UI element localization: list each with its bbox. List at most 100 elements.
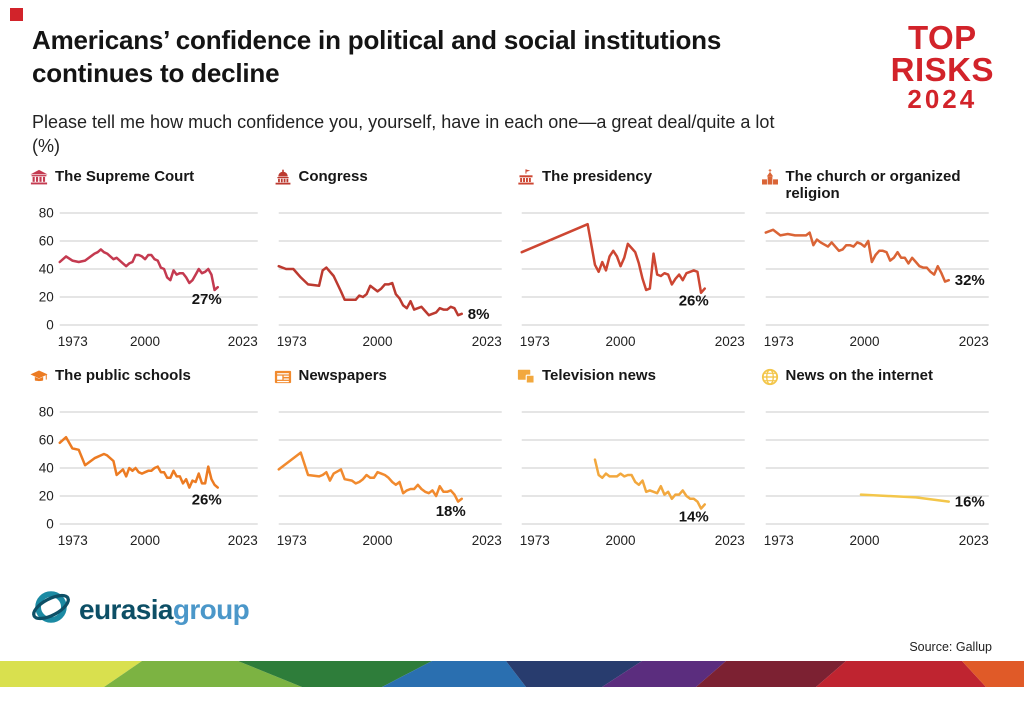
chart-newspapers: Newspapers 18% 1973 2000 2023 [274, 367, 508, 554]
chart-title: Congress [298, 168, 368, 185]
chart-plot: 32% 1973 2000 2023 [763, 212, 989, 349]
x-tick-label: 2023 [715, 533, 745, 548]
source-credit: Source: Gallup [909, 640, 992, 654]
x-tick-label: 2000 [362, 334, 392, 349]
strip-segment [816, 661, 986, 687]
end-value-label: 8% [467, 306, 489, 323]
trend-line [520, 222, 706, 295]
end-value-label: 32% [954, 272, 984, 289]
chart-title-row: Television news [517, 367, 751, 404]
y-tick-label: 0 [46, 318, 54, 333]
x-tick-label: 1973 [763, 533, 793, 548]
chart-title: The public schools [55, 367, 191, 384]
chart-plot: 26% 1973 2000 2023 [520, 212, 745, 349]
top-risks-word-top: TOP [907, 19, 977, 56]
x-tick-label: 2023 [471, 533, 501, 548]
top-risks-year: 2024 [907, 83, 978, 114]
logo-word-group: group [172, 593, 250, 625]
x-tick-label: 2000 [130, 533, 160, 548]
television-news-icon [517, 368, 535, 386]
end-value-label: 16% [954, 494, 984, 511]
chart-title-row: Congress [274, 168, 508, 205]
newspapers-icon [274, 368, 292, 386]
y-tick-label: 0 [46, 517, 54, 532]
x-tick-label: 2000 [606, 334, 636, 349]
top-risks-word-risks: RISKS [890, 51, 994, 89]
charts-grid: The Supreme Court 0 20 40 60 80 27% 1973 2000 202… [30, 168, 994, 554]
chart-the-public-schools: The public schools 0 20 40 60 80 26% 1973 2000 20… [30, 367, 264, 554]
strip-segment [104, 661, 302, 687]
chart-title: Television news [542, 367, 656, 384]
x-tick-label: 2000 [849, 533, 879, 548]
top-risks-2024-logo: TOP RISKS 2024 [890, 19, 994, 114]
end-value-label: 26% [192, 492, 222, 509]
strip-segment [0, 661, 142, 687]
chart-title-row: News on the internet [761, 367, 995, 404]
y-tick-label: 60 [39, 234, 54, 249]
trend-line [58, 435, 219, 489]
chart-news-on-the-internet: News on the internet 16% 1973 2000 2023 [761, 367, 995, 554]
chart-congress: Congress 8% 1973 2000 2023 [274, 168, 508, 355]
y-tick-label: 20 [39, 489, 54, 504]
x-tick-label: 1973 [58, 334, 88, 349]
logo-word-eurasia: eurasia [79, 593, 173, 625]
eurasia-group-logo: eurasiagroup [30, 586, 250, 633]
x-tick-label: 1973 [276, 533, 306, 548]
chart-the-church-or-organized-religion: The church or organized religion 32% 1973 2… [761, 168, 995, 355]
trend-line [764, 228, 950, 283]
chart-plot: 14% 1973 2000 2023 [520, 411, 745, 548]
x-tick-label: 1973 [520, 334, 550, 349]
presidency-icon [517, 169, 535, 187]
chart-title: The presidency [542, 168, 653, 185]
strip-segment [602, 661, 726, 687]
chart-title-row: The church or organized religion [761, 168, 995, 205]
x-tick-label: 1973 [58, 533, 88, 548]
x-tick-label: 1973 [276, 334, 306, 349]
chart-title-row: Newspapers [274, 367, 508, 404]
eurasia-group-logo-text: eurasiagroup [79, 593, 250, 626]
x-tick-label: 2023 [958, 334, 988, 349]
trend-line [277, 451, 463, 503]
chart-title: The Supreme Court [55, 168, 195, 185]
chart-plot: 8% 1973 2000 2023 [276, 212, 502, 349]
chart-title: News on the internet [785, 367, 934, 384]
trend-line [58, 248, 219, 292]
y-tick-label: 20 [39, 290, 54, 305]
x-tick-label: 2023 [471, 334, 501, 349]
chart-television-news: Television news 14% 1973 2000 2023 [517, 367, 751, 554]
chart-the-presidency: The presidency 26% 1973 2000 2023 [517, 168, 751, 355]
end-value-label: 18% [435, 503, 465, 520]
trend-line [593, 458, 706, 510]
chart-plot: 0 20 40 60 80 26% 1973 2000 2023 [39, 405, 258, 548]
strip-segment [506, 661, 642, 687]
x-tick-label: 2023 [958, 533, 988, 548]
chart-the-supreme-court: The Supreme Court 0 20 40 60 80 27% 1973 2000 202… [30, 168, 264, 355]
strip-segment [238, 661, 432, 687]
chart-title-row: The public schools [30, 367, 264, 404]
y-tick-label: 60 [39, 433, 54, 448]
trend-line [277, 264, 463, 317]
congress-icon [274, 169, 292, 187]
page-title: Americans’ confidence in political and s… [32, 25, 722, 89]
end-value-label: 27% [192, 291, 222, 308]
chart-plot: 16% 1973 2000 2023 [763, 411, 989, 548]
x-tick-label: 2000 [849, 334, 879, 349]
end-value-label: 14% [679, 508, 709, 525]
chart-plot: 18% 1973 2000 2023 [276, 411, 502, 548]
x-tick-label: 2000 [606, 533, 636, 548]
x-tick-label: 2023 [715, 334, 745, 349]
x-tick-label: 1973 [763, 334, 793, 349]
chart-title: Newspapers [298, 367, 387, 384]
y-tick-label: 80 [39, 206, 54, 221]
trend-line [859, 493, 950, 503]
strip-segment [696, 661, 846, 687]
x-tick-label: 2000 [362, 533, 392, 548]
internet-news-icon [761, 368, 779, 386]
x-tick-label: 2023 [228, 334, 258, 349]
church-icon [761, 169, 779, 187]
supreme-court-icon [30, 169, 48, 187]
eurasia-group-logo-mark [30, 586, 72, 633]
y-tick-label: 40 [39, 262, 54, 277]
public-schools-icon [30, 368, 48, 386]
